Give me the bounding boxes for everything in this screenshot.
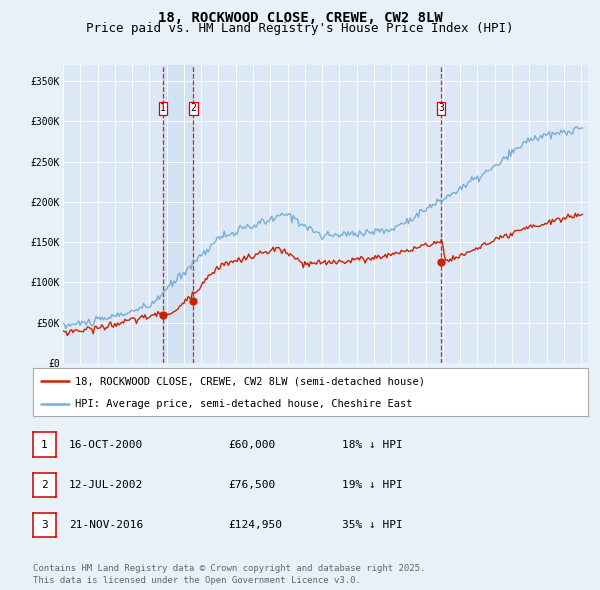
- Text: £124,950: £124,950: [228, 520, 282, 530]
- Text: 2: 2: [41, 480, 48, 490]
- Text: 18, ROCKWOOD CLOSE, CREWE, CW2 8LW: 18, ROCKWOOD CLOSE, CREWE, CW2 8LW: [158, 11, 442, 25]
- Text: 35% ↓ HPI: 35% ↓ HPI: [342, 520, 403, 530]
- Text: 16-OCT-2000: 16-OCT-2000: [69, 440, 143, 450]
- Text: HPI: Average price, semi-detached house, Cheshire East: HPI: Average price, semi-detached house,…: [74, 399, 412, 409]
- Text: 21-NOV-2016: 21-NOV-2016: [69, 520, 143, 530]
- Text: 18% ↓ HPI: 18% ↓ HPI: [342, 440, 403, 450]
- Bar: [163, 65, 193, 363]
- Text: 1: 1: [41, 440, 48, 450]
- Text: 12-JUL-2002: 12-JUL-2002: [69, 480, 143, 490]
- Text: Contains HM Land Registry data © Crown copyright and database right 2025.
This d: Contains HM Land Registry data © Crown c…: [33, 565, 425, 585]
- Text: £76,500: £76,500: [228, 480, 275, 490]
- Text: £60,000: £60,000: [228, 440, 275, 450]
- Text: Price paid vs. HM Land Registry's House Price Index (HPI): Price paid vs. HM Land Registry's House …: [86, 22, 514, 35]
- Text: 3: 3: [438, 103, 444, 113]
- Text: 3: 3: [41, 520, 48, 530]
- Text: 1: 1: [160, 103, 166, 113]
- Text: 19% ↓ HPI: 19% ↓ HPI: [342, 480, 403, 490]
- Text: 18, ROCKWOOD CLOSE, CREWE, CW2 8LW (semi-detached house): 18, ROCKWOOD CLOSE, CREWE, CW2 8LW (semi…: [74, 376, 425, 386]
- Text: 2: 2: [190, 103, 196, 113]
